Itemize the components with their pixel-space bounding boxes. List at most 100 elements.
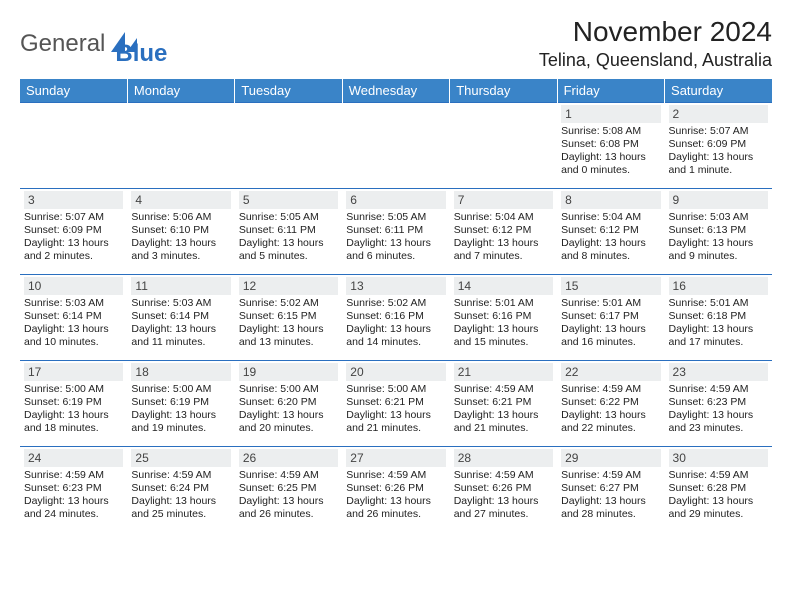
- day-detail-line: and 26 minutes.: [239, 508, 338, 521]
- calendar-day-cell: 1 Sunrise: 5:08 AMSunset: 6:08 PMDaylight…: [557, 103, 664, 189]
- day-detail-line: and 29 minutes.: [669, 508, 768, 521]
- day-details: Sunrise: 5:07 AMSunset: 6:09 PMDaylight:…: [24, 211, 123, 264]
- day-number: 3: [24, 191, 123, 209]
- calendar-day-cell: 22 Sunrise: 4:59 AMSunset: 6:22 PMDayligh…: [557, 361, 664, 447]
- calendar-day-cell: 19Sunrise: 5:00 AMSunset: 6:20 PMDayligh…: [235, 361, 342, 447]
- day-detail-line: Daylight: 13 hours: [454, 409, 553, 422]
- day-details: Sunrise: 4:59 AMSunset: 6:28 PMDaylight:…: [669, 469, 768, 522]
- day-detail-line: and 1 minute.: [669, 164, 768, 177]
- location: Telina, Queensland, Australia: [539, 50, 772, 71]
- calendar-day-cell: 4Sunrise: 5:06 AMSunset: 6:10 PMDaylight…: [127, 189, 234, 275]
- day-detail-line: Sunset: 6:11 PM: [239, 224, 338, 237]
- day-detail-line: Daylight: 13 hours: [346, 495, 445, 508]
- day-detail-line: Daylight: 13 hours: [561, 323, 660, 336]
- day-detail-line: Sunrise: 4:59 AM: [669, 469, 768, 482]
- day-detail-line: Daylight: 13 hours: [131, 495, 230, 508]
- day-detail-line: Sunset: 6:14 PM: [131, 310, 230, 323]
- day-detail-line: Sunrise: 4:59 AM: [561, 383, 660, 396]
- day-detail-line: Daylight: 13 hours: [454, 237, 553, 250]
- logo: General Blue: [20, 16, 167, 68]
- day-detail-line: Daylight: 13 hours: [131, 409, 230, 422]
- day-number: 2: [669, 105, 768, 123]
- calendar-week-row: 3 Sunrise: 5:07 AMSunset: 6:09 PMDaylight…: [20, 189, 772, 275]
- day-details: Sunrise: 5:07 AMSunset: 6:09 PMDaylight:…: [669, 125, 768, 178]
- day-number: 1: [561, 105, 660, 123]
- day-details: Sunrise: 5:02 AMSunset: 6:16 PMDaylight:…: [346, 297, 445, 350]
- day-detail-line: Sunset: 6:17 PM: [561, 310, 660, 323]
- calendar-day-cell: 14Sunrise: 5:01 AMSunset: 6:16 PMDayligh…: [450, 275, 557, 361]
- day-details: Sunrise: 4:59 AMSunset: 6:25 PMDaylight:…: [239, 469, 338, 522]
- calendar-day-cell: 24Sunrise: 4:59 AMSunset: 6:23 PMDayligh…: [20, 447, 127, 533]
- calendar-day-cell: 27 Sunrise: 4:59 AMSunset: 6:26 PMDayligh…: [342, 447, 449, 533]
- calendar-week-row: 1 Sunrise: 5:08 AMSunset: 6:08 PMDaylight…: [20, 103, 772, 189]
- day-detail-line: Daylight: 13 hours: [346, 409, 445, 422]
- day-details: Sunrise: 4:59 AMSunset: 6:26 PMDaylight:…: [346, 469, 445, 522]
- day-detail-line: Sunrise: 5:01 AM: [561, 297, 660, 310]
- day-number: 10: [24, 277, 123, 295]
- calendar-day-cell: 10Sunrise: 5:03 AMSunset: 6:14 PMDayligh…: [20, 275, 127, 361]
- day-number: 27: [346, 449, 445, 467]
- day-detail-line: Sunrise: 5:05 AM: [239, 211, 338, 224]
- day-detail-line: Daylight: 13 hours: [669, 495, 768, 508]
- day-detail-line: and 21 minutes.: [346, 422, 445, 435]
- day-detail-line: and 10 minutes.: [24, 336, 123, 349]
- day-number: 23: [669, 363, 768, 381]
- day-number: 22: [561, 363, 660, 381]
- day-detail-line: Sunrise: 5:04 AM: [454, 211, 553, 224]
- day-detail-line: Sunrise: 5:06 AM: [131, 211, 230, 224]
- day-detail-line: and 11 minutes.: [131, 336, 230, 349]
- day-detail-line: Sunset: 6:23 PM: [24, 482, 123, 495]
- calendar-day-cell: 11Sunrise: 5:03 AMSunset: 6:14 PMDayligh…: [127, 275, 234, 361]
- day-details: Sunrise: 5:00 AMSunset: 6:20 PMDaylight:…: [239, 383, 338, 436]
- day-detail-line: Sunrise: 5:01 AM: [669, 297, 768, 310]
- day-details: Sunrise: 5:05 AMSunset: 6:11 PMDaylight:…: [346, 211, 445, 264]
- calendar-day-cell: 12Sunrise: 5:02 AMSunset: 6:15 PMDayligh…: [235, 275, 342, 361]
- weekday-header: Tuesday: [235, 79, 342, 103]
- day-detail-line: Sunrise: 4:59 AM: [669, 383, 768, 396]
- weekday-header: Thursday: [450, 79, 557, 103]
- day-detail-line: and 14 minutes.: [346, 336, 445, 349]
- calendar-week-row: 24Sunrise: 4:59 AMSunset: 6:23 PMDayligh…: [20, 447, 772, 533]
- calendar-day-cell: 20Sunrise: 5:00 AMSunset: 6:21 PMDayligh…: [342, 361, 449, 447]
- day-number: 17: [24, 363, 123, 381]
- day-detail-line: Sunset: 6:28 PM: [669, 482, 768, 495]
- day-number: 14: [454, 277, 553, 295]
- day-detail-line: Daylight: 13 hours: [561, 237, 660, 250]
- day-detail-line: and 15 minutes.: [454, 336, 553, 349]
- day-details: Sunrise: 5:03 AMSunset: 6:14 PMDaylight:…: [131, 297, 230, 350]
- day-details: Sunrise: 4:59 AMSunset: 6:22 PMDaylight:…: [561, 383, 660, 436]
- calendar-day-cell: 3 Sunrise: 5:07 AMSunset: 6:09 PMDaylight…: [20, 189, 127, 275]
- weekday-header: Friday: [557, 79, 664, 103]
- day-detail-line: Sunset: 6:12 PM: [454, 224, 553, 237]
- header: General Blue November 2024 Telina, Queen…: [20, 16, 772, 71]
- day-number: 4: [131, 191, 230, 209]
- day-number: 8: [561, 191, 660, 209]
- day-number: 29: [561, 449, 660, 467]
- day-detail-line: Daylight: 13 hours: [454, 495, 553, 508]
- day-detail-line: Sunset: 6:21 PM: [454, 396, 553, 409]
- calendar-day-cell: 25Sunrise: 4:59 AMSunset: 6:24 PMDayligh…: [127, 447, 234, 533]
- day-detail-line: Sunrise: 5:00 AM: [24, 383, 123, 396]
- day-detail-line: Sunset: 6:19 PM: [131, 396, 230, 409]
- day-detail-line: Sunset: 6:15 PM: [239, 310, 338, 323]
- day-detail-line: Sunrise: 5:00 AM: [239, 383, 338, 396]
- day-detail-line: and 19 minutes.: [131, 422, 230, 435]
- calendar-day-cell: 8Sunrise: 5:04 AMSunset: 6:12 PMDaylight…: [557, 189, 664, 275]
- day-detail-line: Daylight: 13 hours: [239, 323, 338, 336]
- calendar-day-cell: 18Sunrise: 5:00 AMSunset: 6:19 PMDayligh…: [127, 361, 234, 447]
- day-detail-line: and 2 minutes.: [24, 250, 123, 263]
- day-detail-line: Sunset: 6:11 PM: [346, 224, 445, 237]
- day-detail-line: Sunset: 6:12 PM: [561, 224, 660, 237]
- day-number: 28: [454, 449, 553, 467]
- day-details: Sunrise: 5:08 AMSunset: 6:08 PMDaylight:…: [561, 125, 660, 178]
- day-detail-line: and 21 minutes.: [454, 422, 553, 435]
- calendar-day-cell: 29Sunrise: 4:59 AMSunset: 6:27 PMDayligh…: [557, 447, 664, 533]
- day-number: 18: [131, 363, 230, 381]
- day-detail-line: Sunrise: 5:03 AM: [24, 297, 123, 310]
- calendar-day-cell: 15Sunrise: 5:01 AMSunset: 6:17 PMDayligh…: [557, 275, 664, 361]
- day-detail-line: and 18 minutes.: [24, 422, 123, 435]
- day-detail-line: Sunrise: 5:05 AM: [346, 211, 445, 224]
- day-detail-line: Sunset: 6:09 PM: [669, 138, 768, 151]
- day-details: Sunrise: 5:05 AMSunset: 6:11 PMDaylight:…: [239, 211, 338, 264]
- day-detail-line: Sunrise: 4:59 AM: [131, 469, 230, 482]
